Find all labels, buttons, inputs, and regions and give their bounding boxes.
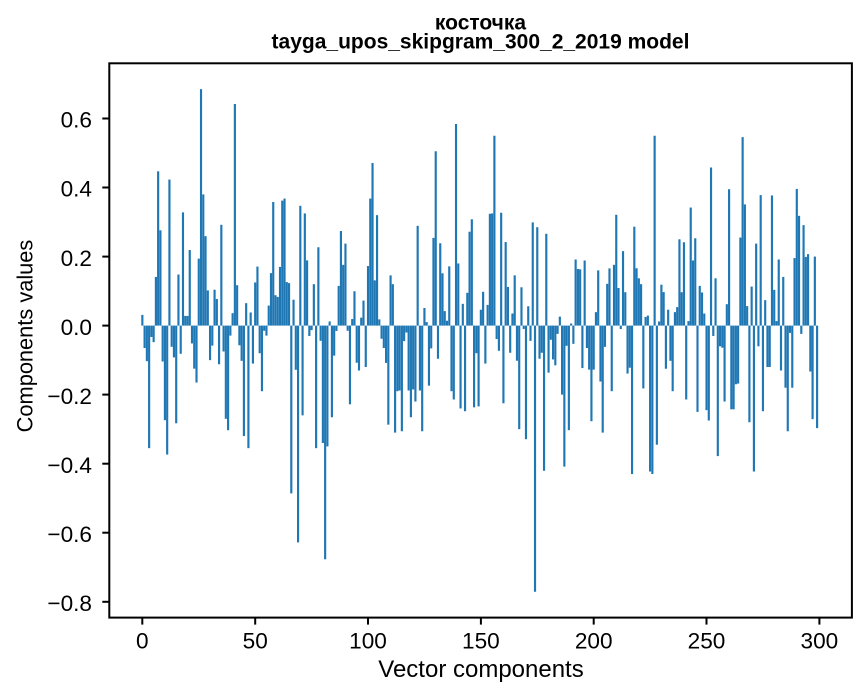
svg-text:0.4: 0.4 — [61, 177, 92, 202]
svg-text:Vector components: Vector components — [378, 656, 583, 683]
svg-text:0: 0 — [136, 629, 149, 654]
svg-text:Components values: Components values — [13, 240, 38, 433]
svg-text:−0.6: −0.6 — [47, 522, 92, 547]
svg-text:−0.2: −0.2 — [47, 384, 92, 409]
svg-text:0.6: 0.6 — [61, 108, 92, 133]
svg-text:50: 50 — [243, 629, 268, 654]
svg-text:200: 200 — [575, 629, 613, 654]
svg-text:−0.4: −0.4 — [47, 453, 92, 478]
svg-text:0.0: 0.0 — [61, 315, 92, 340]
svg-text:150: 150 — [462, 629, 500, 654]
svg-text:0.2: 0.2 — [61, 246, 92, 271]
svg-text:−0.8: −0.8 — [47, 591, 92, 616]
svg-text:300: 300 — [801, 629, 839, 654]
svg-text:250: 250 — [688, 629, 726, 654]
svg-text:tayga_upos_skipgram_300_2_2019: tayga_upos_skipgram_300_2_2019 model — [272, 31, 690, 54]
svg-text:100: 100 — [349, 629, 387, 654]
svg-text:косточка: косточка — [435, 12, 526, 35]
